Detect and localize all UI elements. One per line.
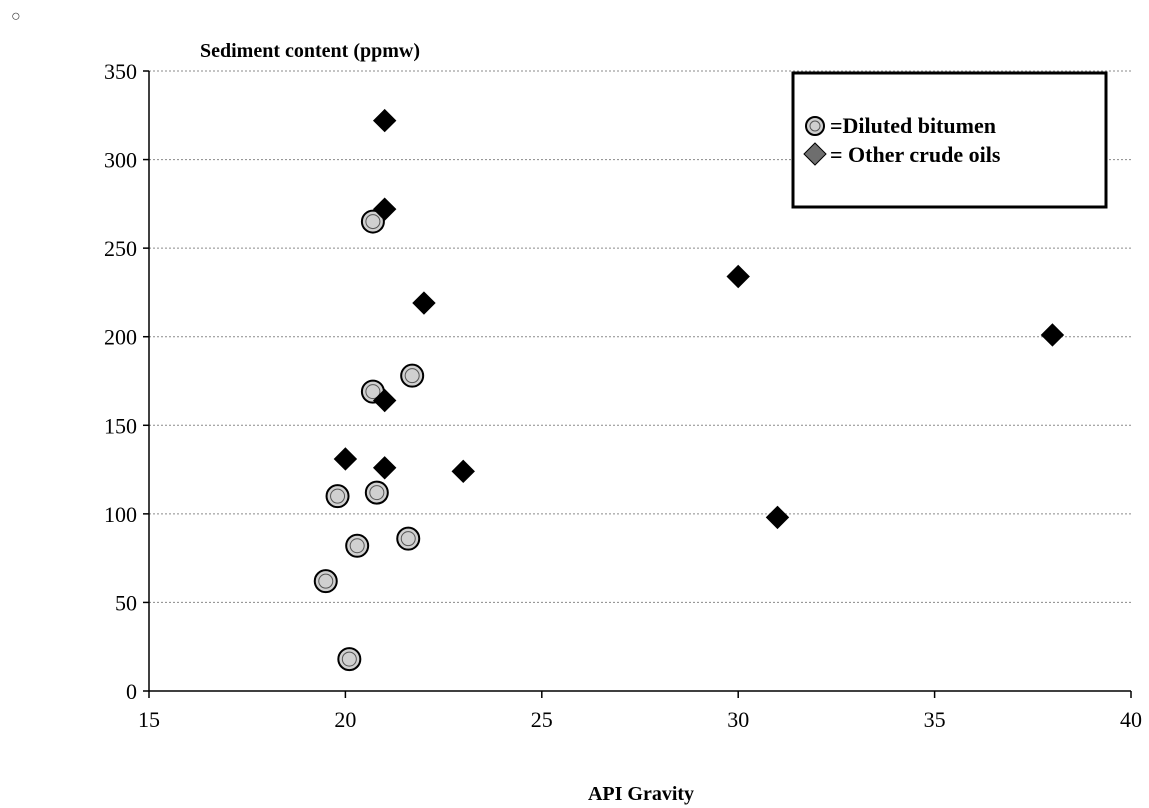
point-0-3-inner xyxy=(330,488,346,504)
y-tick-label-350: 350 xyxy=(104,59,137,84)
point-0-8-inner xyxy=(341,651,357,667)
legend-entries: =Diluted bitumen = Other crude oils xyxy=(803,113,1001,167)
point-0-5-outer xyxy=(396,526,421,551)
point-0-7 xyxy=(313,569,338,594)
point-0-2-inner xyxy=(365,384,381,400)
point-0-0-outer xyxy=(360,209,385,234)
x-tick-label-30: 30 xyxy=(727,707,749,732)
point-1-2 xyxy=(412,291,436,315)
point-1-7 xyxy=(726,264,750,289)
x-tick-label-40: 40 xyxy=(1120,707,1142,732)
point-0-4 xyxy=(364,480,389,505)
y-tick-label-100: 100 xyxy=(104,502,137,527)
x-tick-labels: 15 20 25 30 35 40 xyxy=(138,691,1142,732)
point-1-1 xyxy=(372,197,397,221)
data-points xyxy=(313,108,1065,672)
point-1-8 xyxy=(1040,323,1065,347)
chart-title: Sediment content (ppmw) xyxy=(200,40,420,62)
point-0-6-inner xyxy=(349,538,365,554)
point-1-5 xyxy=(372,456,397,480)
x-tick-label-35: 35 xyxy=(924,707,946,732)
point-0-6 xyxy=(345,533,370,558)
point-0-3 xyxy=(325,484,350,509)
point-0-5 xyxy=(396,526,421,551)
point-1-4 xyxy=(333,447,358,471)
legend-label-0: =Diluted bitumen xyxy=(830,113,996,138)
y-tick-label-200: 200 xyxy=(104,325,137,350)
legend-marker-1 xyxy=(803,142,827,166)
legend-label-1: = Other crude oils xyxy=(830,142,1001,167)
axes xyxy=(148,71,1131,692)
point-0-3-outer xyxy=(325,484,350,509)
legend: =Diluted bitumen = Other crude oils xyxy=(791,71,1108,209)
point-0-8-outer xyxy=(337,647,362,672)
y-tick-label-250: 250 xyxy=(104,236,137,261)
legend-marker-0-outer xyxy=(805,116,825,136)
y-tick-label-150: 150 xyxy=(104,413,137,438)
point-0-1-outer xyxy=(400,363,425,388)
y-tick-labels: 0 50 100 150 200 250 300 350 xyxy=(104,59,149,704)
point-0-6-outer xyxy=(345,533,370,558)
point-1-0 xyxy=(372,108,397,133)
point-0-1-inner xyxy=(404,368,420,384)
point-0-4-inner xyxy=(369,485,385,501)
point-0-7-outer xyxy=(313,569,338,594)
point-0-8 xyxy=(337,647,362,672)
y-tick-label-300: 300 xyxy=(104,148,137,173)
legend-marker-0-inner xyxy=(809,120,821,132)
point-0-7-inner xyxy=(318,573,334,589)
point-0-5-inner xyxy=(400,531,416,547)
legend-marker-0 xyxy=(805,116,825,136)
y-tick-label-50: 50 xyxy=(115,590,137,615)
point-0-4-outer xyxy=(364,480,389,505)
y-tick-label-0: 0 xyxy=(126,679,137,704)
point-0-1 xyxy=(400,363,425,388)
point-1-3 xyxy=(372,388,397,413)
point-0-0-inner xyxy=(365,214,381,230)
point-0-0 xyxy=(360,209,385,234)
x-tick-label-25: 25 xyxy=(531,707,553,732)
legend-box xyxy=(791,71,1108,209)
point-1-9 xyxy=(765,505,790,530)
x-tick-label-15: 15 xyxy=(138,707,160,732)
x-tick-label-20: 20 xyxy=(334,707,356,732)
point-1-6 xyxy=(451,459,475,484)
corner-circle-mark: ○ xyxy=(11,8,21,25)
x-axis-label: API Gravity xyxy=(588,783,694,805)
